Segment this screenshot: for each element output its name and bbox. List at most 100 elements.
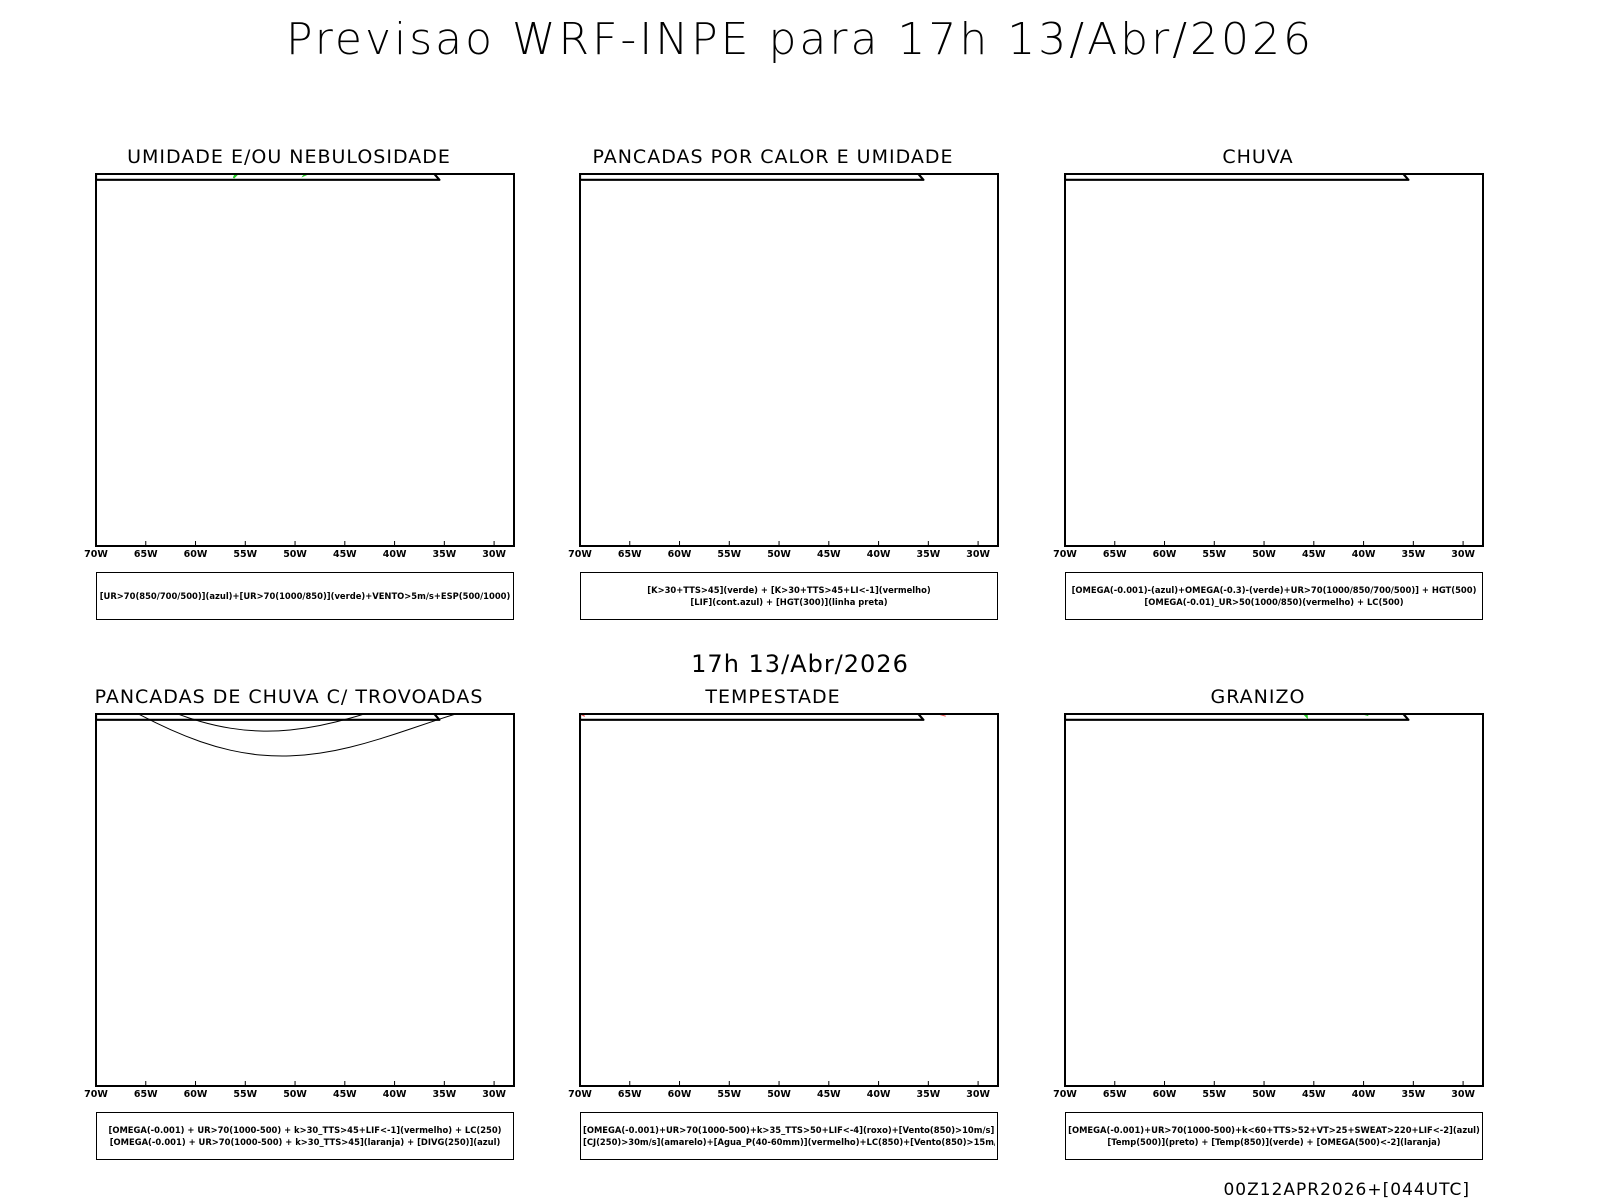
lon-tick-label: 65W: [134, 549, 158, 560]
lon-tick-label: 65W: [618, 549, 642, 560]
lon-tick-label: 30W: [482, 549, 506, 560]
panel-title: CHUVA: [1222, 146, 1294, 168]
legend-text: [OMEGA(-0.001) + UR>70(1000-500) + k>30_…: [109, 1137, 501, 1147]
panel-title: PANCADAS DE CHUVA C/ TROVOADAS: [94, 686, 484, 708]
lon-tick-label: 55W: [1202, 549, 1226, 560]
lon-tick-label: 65W: [1103, 549, 1127, 560]
lon-tick-label: 35W: [432, 549, 456, 560]
lon-tick-label: 55W: [233, 549, 257, 560]
lon-tick-label: 60W: [184, 1089, 208, 1100]
panel-pancadas-trovoadas: PANCADAS DE CHUVA C/ TROVOADAS12S15S18S2…: [54, 686, 524, 1166]
lon-tick-label: 70W: [1053, 1089, 1077, 1100]
lon-tick-label: 35W: [916, 549, 940, 560]
lon-tick-label: 40W: [867, 549, 891, 560]
lon-tick-label: 60W: [184, 549, 208, 560]
lon-tick-label: 55W: [1202, 1089, 1226, 1100]
lon-tick-label: 70W: [1053, 549, 1077, 560]
lon-tick-label: 65W: [134, 1089, 158, 1100]
lon-tick-label: 50W: [1252, 1089, 1276, 1100]
lon-tick-label: 30W: [1451, 1089, 1475, 1100]
streamline-850: [998, 710, 1008, 714]
lon-tick-label: 45W: [817, 1089, 841, 1100]
lon-tick-label: 70W: [568, 549, 592, 560]
panel-pancadas-calor: PANCADAS POR CALOR E UMIDADE 960095209440…: [538, 146, 1008, 626]
lon-tick-label: 70W: [568, 1089, 592, 1100]
lon-tick-label: 45W: [817, 549, 841, 560]
panel-title: UMIDADE E/OU NEBULOSIDADE: [127, 146, 451, 168]
lon-tick-label: 35W: [1401, 549, 1425, 560]
lon-tick-label: 55W: [717, 1089, 741, 1100]
lon-tick-label: 50W: [283, 549, 307, 560]
legend-text: [UR>70(850/700/500)](azul)+[UR>70(1000/8…: [99, 591, 511, 601]
map-granizo: 9121591212S15S18S21S24S27S30S33S36S39S42…: [1053, 713, 1484, 1100]
lon-tick-label: 45W: [1302, 549, 1326, 560]
map-frame: [95, 173, 515, 547]
lon-tick-label: 40W: [383, 1089, 407, 1100]
map-umidade: 1008101210161020102410081012101657057658…: [84, 173, 515, 560]
lon-tick-label: 45W: [333, 549, 357, 560]
legend-text: [K>30+TTS>45](verde) + [K>30+TTS>45+LI<-…: [647, 585, 931, 595]
legend-box: [OMEGA(-0.001) + UR>70(1000-500) + k>30_…: [96, 1112, 514, 1160]
panel-title: TEMPESTADE: [705, 686, 841, 708]
lon-tick-label: 65W: [1103, 1089, 1127, 1100]
lon-tick-label: 30W: [966, 549, 990, 560]
lon-tick-label: 70W: [84, 1089, 108, 1100]
panel-tempestade: TEMPESTADE12S15S18S21S24S27S30S33S36S39S…: [538, 686, 1008, 1166]
lon-tick-label: 45W: [1302, 1089, 1326, 1100]
streamline: [137, 714, 458, 757]
lon-tick-label: 30W: [482, 1089, 506, 1100]
map-tempestade: 12S15S18S21S24S27S30S33S36S39S42S70W65W6…: [568, 710, 1008, 1100]
lon-tick-label: 60W: [1153, 549, 1177, 560]
lon-tick-label: 35W: [1401, 1089, 1425, 1100]
map-frame: [95, 713, 515, 1087]
model-run-label: 00Z12APR2026+[044UTC]: [1223, 1180, 1470, 1200]
legend-text: [OMEGA(-0.001) + UR>70(1000-500) + k>30_…: [108, 1125, 502, 1135]
lon-tick-label: 60W: [668, 1089, 692, 1100]
lon-tick-label: 55W: [233, 1089, 257, 1100]
panel-granizo: GRANIZO 9121591212S15S18S21S24S27S30S33S3…: [1023, 686, 1493, 1166]
forecast-datetime: 17h 13/Abr/2026: [691, 650, 909, 678]
legend-box: [OMEGA(-0.001)-(azul)+OMEGA(-0.3)-(verde…: [1065, 572, 1483, 620]
lon-tick-label: 50W: [767, 1089, 791, 1100]
lon-tick-label: 70W: [84, 549, 108, 560]
legend-text: [Temp(500)](preto) + [Temp(850)](verde) …: [1107, 1137, 1441, 1147]
panel-title: PANCADAS POR CALOR E UMIDADE: [592, 146, 954, 168]
lon-tick-label: 65W: [618, 1089, 642, 1100]
legend-text: [OMEGA(-0.001)-(azul)+OMEGA(-0.3)-(verde…: [1071, 585, 1477, 595]
legend-box: [UR>70(850/700/500)](azul)+[UR>70(1000/8…: [96, 572, 514, 620]
panel-umidade: UMIDADE E/OU NEBULOSIDADE 100810121016102…: [54, 146, 524, 626]
legend-text: [OMEGA(-0.01)_UR>50(1000/850)(vermelho) …: [1144, 597, 1404, 607]
map-frame: [1064, 713, 1484, 1087]
lon-tick-label: 40W: [1352, 1089, 1376, 1100]
lon-tick-label: 50W: [767, 549, 791, 560]
lon-tick-label: 60W: [668, 549, 692, 560]
map-chuva: 58257957657357056758212S15S18S21S24S27S3…: [1053, 173, 1484, 560]
map-pancadas-trovoadas: 12S15S18S21S24S27S30S33S36S39S42S70W65W6…: [84, 713, 515, 1100]
map-frame: [1064, 173, 1484, 547]
page-title: Previsao WRF-INPE para 17h 13/Abr/2026: [285, 14, 1314, 65]
legend-box: [K>30+TTS>45](verde) + [K>30+TTS>45+LI<-…: [580, 572, 998, 620]
lon-tick-label: 40W: [1352, 549, 1376, 560]
lon-tick-label: 35W: [432, 1089, 456, 1100]
streamline: [176, 714, 366, 732]
panel-title: GRANIZO: [1210, 686, 1306, 708]
panel-chuva: CHUVA 58257957657357056758212S15S18S21S24…: [1023, 146, 1493, 626]
lon-tick-label: 30W: [1451, 549, 1475, 560]
legend-box: [OMEGA(-0.001)+UR>70(1000-500)+k>35_TTS>…: [580, 1112, 998, 1160]
legend-text: [OMEGA(-0.001)+UR>70(1000-500)+k>35_TTS>…: [583, 1125, 995, 1135]
legend-text: [OMEGA(-0.001)+UR>70(1000-500)+k<60+TTS>…: [1068, 1125, 1480, 1135]
map-frame: [579, 713, 999, 1087]
lon-tick-label: 55W: [717, 549, 741, 560]
lon-tick-label: 40W: [867, 1089, 891, 1100]
legend-text: [CJ(250)>30m/s](amarelo)+[Agua_P(40-60mm…: [583, 1137, 995, 1147]
map-pancadas-calor: 9600952094409360928012S15S18S21S24S27S30…: [568, 173, 999, 560]
lon-tick-label: 30W: [966, 1089, 990, 1100]
lon-tick-label: 60W: [1153, 1089, 1177, 1100]
lon-tick-label: 45W: [333, 1089, 357, 1100]
legend-box: [OMEGA(-0.001)+UR>70(1000-500)+k<60+TTS>…: [1065, 1112, 1483, 1160]
lon-tick-label: 50W: [283, 1089, 307, 1100]
lon-tick-label: 40W: [383, 549, 407, 560]
map-frame: [579, 173, 999, 547]
lon-tick-label: 35W: [916, 1089, 940, 1100]
legend-text: [LIF](cont.azul) + [HGT(300)](linha pret…: [690, 597, 888, 607]
